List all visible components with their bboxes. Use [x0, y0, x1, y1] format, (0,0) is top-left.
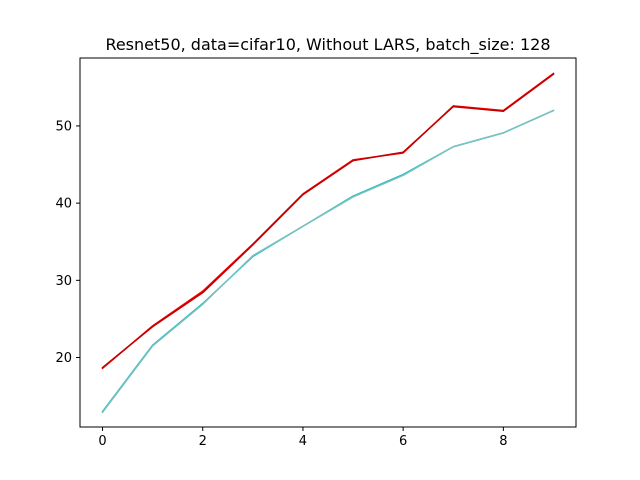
y-tick-label: 40	[55, 197, 72, 212]
series-line-2	[101, 73, 555, 369]
plot-area-frame	[79, 57, 577, 428]
axis-ticks: 0 2 4 6 8 20 30 40 50	[55, 119, 507, 449]
x-tick-label: 2	[199, 434, 207, 449]
x-tick-label: 8	[499, 434, 507, 449]
x-tick-label: 0	[98, 434, 106, 449]
series-line-4	[101, 109, 555, 414]
series-lines	[101, 72, 555, 414]
y-tick-label: 20	[55, 351, 72, 366]
y-tick-label: 30	[55, 274, 72, 289]
y-tick-label: 50	[55, 119, 72, 134]
x-tick-label: 6	[399, 434, 407, 449]
chart-title: Resnet50, data=cifar10, Without LARS, ba…	[105, 35, 550, 55]
x-tick-label: 4	[299, 434, 307, 449]
